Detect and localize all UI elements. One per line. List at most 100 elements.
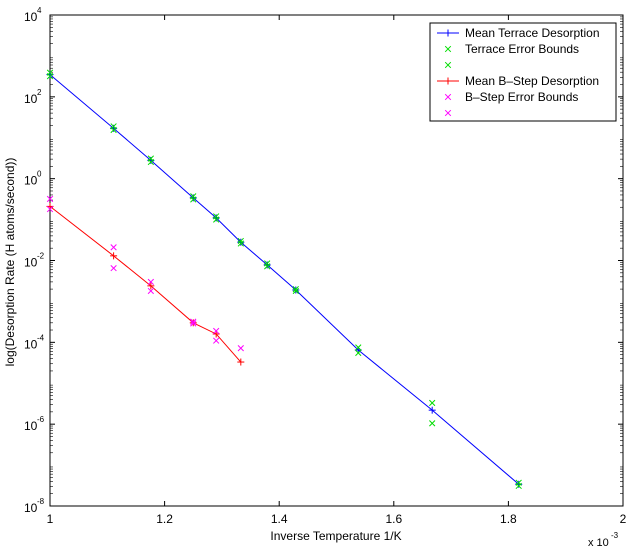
data-point: [147, 282, 155, 290]
data-point: [355, 349, 362, 357]
data-point: [237, 358, 245, 366]
data-point: [428, 406, 436, 414]
legend-marker: [444, 77, 452, 85]
data-point: [355, 344, 362, 351]
marker-stroke-b: [110, 265, 117, 272]
x-tick-label: 1.2: [156, 512, 173, 526]
marker-stroke-b: [46, 205, 54, 213]
data-point: [110, 252, 118, 260]
data-point: [110, 265, 117, 272]
x-axis-multiplier-exponent: -3: [611, 531, 619, 540]
legend-label: B–Step Error Bounds: [465, 90, 578, 104]
y-tick-label-base: 10: [24, 256, 38, 270]
y-tick-label-exponent: -4: [37, 333, 45, 342]
data-point: [110, 126, 117, 134]
marker-stroke-b: [444, 93, 452, 101]
legend-entry: [444, 109, 452, 117]
marker-stroke-b: [190, 320, 197, 327]
marker-stroke-b: [147, 158, 155, 166]
data-point: [213, 337, 220, 344]
marker-stroke-b: [147, 287, 155, 295]
y-tick-label-exponent: -2: [37, 252, 45, 261]
marker-stroke-b: [110, 244, 117, 251]
legend-marker: [444, 61, 452, 69]
x-axis-multiplier-base: x 10: [588, 537, 609, 549]
y-tick-label-exponent: 4: [37, 6, 42, 15]
legend-entry: Mean Terrace Desorption: [437, 26, 600, 40]
marker-stroke-b: [213, 327, 220, 335]
data-point: [429, 399, 436, 407]
data-point: [213, 216, 220, 223]
marker-stroke-b: [515, 482, 522, 490]
y-tick-label-base: 10: [24, 174, 38, 188]
legend-marker: [444, 109, 452, 117]
data-point: [46, 73, 54, 80]
marker-stroke-b: [190, 318, 197, 325]
marker-stroke-b: [264, 260, 271, 267]
marker-stroke-b: [46, 195, 54, 203]
y-tick-label-exponent: -6: [37, 415, 45, 424]
data-point: [190, 320, 197, 327]
series-layer: [46, 69, 523, 490]
marker-stroke-b: [355, 349, 362, 357]
marker-stroke-b: [264, 263, 271, 270]
data-point: [212, 330, 220, 338]
legend-label: Mean Terrace Desorption: [465, 26, 600, 40]
data-point: [190, 196, 197, 203]
data-point: [264, 260, 271, 267]
y-tick-label-exponent: 0: [37, 170, 42, 179]
data-point: [292, 287, 299, 295]
data-point: [237, 238, 245, 246]
legend-entry: Terrace Error Bounds: [444, 42, 579, 56]
x-tick-label: 1.6: [385, 512, 402, 526]
y-tick-label-base: 10: [24, 337, 38, 351]
series-5: [46, 205, 220, 344]
data-point: [190, 318, 197, 325]
y-tick-label-exponent: -8: [37, 497, 45, 506]
data-point: [263, 261, 271, 269]
legend-marker: [444, 93, 452, 101]
data-point: [237, 345, 244, 352]
y-tick-label-exponent: 2: [37, 88, 42, 97]
marker-stroke-b: [355, 344, 362, 351]
marker-stroke-b: [429, 420, 436, 427]
data-point: [237, 240, 244, 247]
x-axis-multiplier: x 10 -3: [588, 531, 619, 549]
legend-label: Mean B–Step Desorption: [465, 74, 599, 88]
data-point: [515, 482, 522, 490]
x-tick-label: 2: [620, 512, 627, 526]
marker-stroke-b: [292, 287, 299, 295]
y-tick-label-base: 10: [24, 10, 38, 24]
data-point: [237, 237, 244, 245]
marker-stroke-b: [429, 399, 436, 407]
data-point: [46, 205, 54, 213]
y-tick-label-base: 10: [24, 92, 38, 106]
y-tick-label-base: 10: [24, 419, 38, 433]
legend-marker: [444, 45, 452, 53]
x-tick-label: 1.8: [500, 512, 517, 526]
legend-entry: B–Step Error Bounds: [444, 90, 578, 104]
marker-stroke-b: [46, 73, 54, 80]
legend-label: Terrace Error Bounds: [465, 42, 579, 56]
y-tick-label-base: 10: [24, 501, 38, 515]
data-point: [46, 195, 54, 203]
legend-box: [429, 22, 617, 122]
series-line: [49, 206, 242, 363]
marker-stroke-b: [444, 45, 452, 53]
marker-stroke-b: [444, 109, 452, 117]
marker-stroke-b: [237, 237, 244, 245]
y-axis-label: log(Desorption Rate (H atoms/second)): [3, 158, 17, 367]
data-point: [292, 285, 299, 293]
x-tick-label: 1: [47, 512, 54, 526]
data-point: [110, 244, 117, 251]
data-point: [292, 286, 300, 294]
data-point: [147, 287, 155, 295]
data-point: [147, 158, 155, 166]
x-tick-label: 1.4: [271, 512, 288, 526]
data-point: [213, 327, 220, 335]
data-point: [264, 263, 271, 270]
legend-entry: Mean B–Step Desorption: [437, 74, 599, 88]
marker-stroke-b: [110, 126, 117, 134]
